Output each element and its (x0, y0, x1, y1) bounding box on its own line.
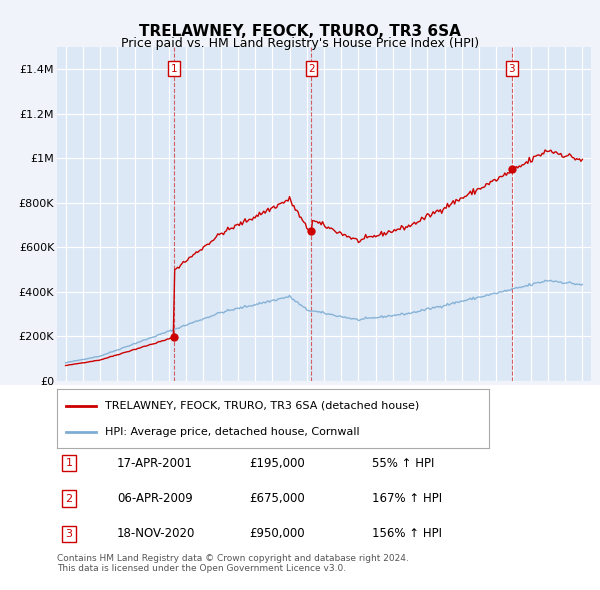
Text: £675,000: £675,000 (249, 492, 305, 505)
Text: 1: 1 (65, 458, 73, 468)
Text: £195,000: £195,000 (249, 457, 305, 470)
Text: 06-APR-2009: 06-APR-2009 (117, 492, 193, 505)
Text: 3: 3 (508, 64, 515, 74)
Text: Price paid vs. HM Land Registry's House Price Index (HPI): Price paid vs. HM Land Registry's House … (121, 37, 479, 50)
Text: HPI: Average price, detached house, Cornwall: HPI: Average price, detached house, Corn… (104, 427, 359, 437)
Text: TRELAWNEY, FEOCK, TRURO, TR3 6SA: TRELAWNEY, FEOCK, TRURO, TR3 6SA (139, 24, 461, 38)
Text: 55% ↑ HPI: 55% ↑ HPI (372, 457, 434, 470)
Text: 18-NOV-2020: 18-NOV-2020 (117, 527, 196, 540)
Text: TRELAWNEY, FEOCK, TRURO, TR3 6SA (detached house): TRELAWNEY, FEOCK, TRURO, TR3 6SA (detach… (104, 401, 419, 411)
Text: 2: 2 (308, 64, 315, 74)
Text: £950,000: £950,000 (249, 527, 305, 540)
Text: 1: 1 (170, 64, 177, 74)
Text: 3: 3 (65, 529, 73, 539)
Text: 2: 2 (65, 494, 73, 503)
Text: Contains HM Land Registry data © Crown copyright and database right 2024.
This d: Contains HM Land Registry data © Crown c… (57, 554, 409, 573)
Text: 167% ↑ HPI: 167% ↑ HPI (372, 492, 442, 505)
Text: 156% ↑ HPI: 156% ↑ HPI (372, 527, 442, 540)
Text: 17-APR-2001: 17-APR-2001 (117, 457, 193, 470)
